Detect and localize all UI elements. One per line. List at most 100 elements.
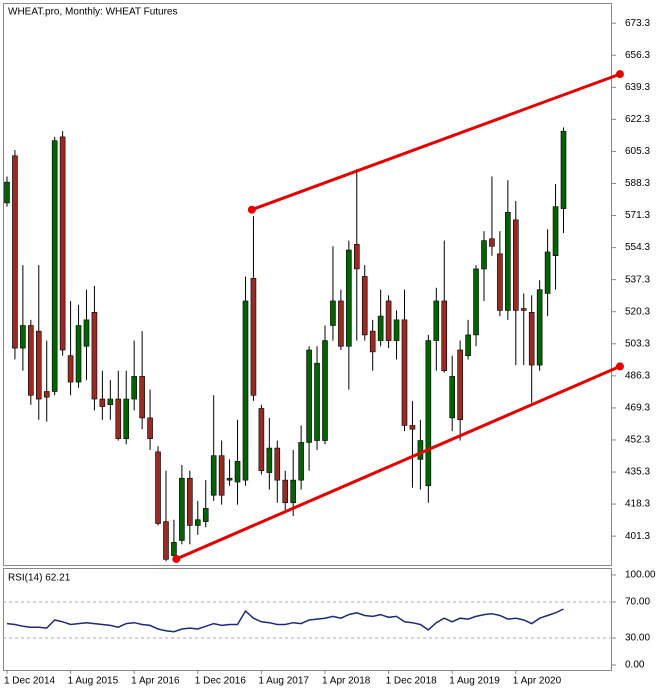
candle-body: [266, 447, 273, 473]
candle-body: [560, 130, 567, 209]
candle-body: [43, 391, 50, 398]
candle-body: [536, 289, 543, 366]
y-tick-label: 401.3: [625, 531, 650, 542]
x-tick-label: 1 Dec 2014: [4, 676, 56, 687]
candle-body: [505, 212, 511, 311]
y-tick-label: 0.00: [625, 660, 645, 671]
candle-body: [298, 442, 304, 481]
candle-body: [338, 300, 344, 347]
x-tick-label: 1 Apr 2018: [322, 676, 371, 687]
y-tick-label: 605.3: [625, 146, 650, 157]
candle-body: [194, 519, 201, 526]
x-tick-label: 1 Dec 2016: [195, 676, 247, 687]
candle-body: [322, 340, 328, 441]
candle-body: [234, 460, 241, 483]
candle-body: [306, 349, 312, 443]
candle-body: [330, 300, 336, 326]
rsi-line: [6, 608, 564, 633]
trendline-point: [247, 205, 256, 214]
y-tick-label: 537.3: [625, 274, 650, 285]
candle-body: [449, 376, 455, 419]
y-tick-label: 588.3: [625, 178, 650, 189]
candle-body: [520, 308, 527, 311]
candle-body: [115, 398, 122, 439]
y-tick-label: 486.3: [625, 370, 650, 381]
candle-body: [28, 325, 34, 396]
candle-body: [346, 249, 352, 347]
candle-body: [226, 477, 233, 481]
candle-body: [385, 300, 392, 341]
y-tick-label: 435.3: [625, 467, 650, 478]
candle-body: [513, 219, 519, 311]
trendline-point: [615, 70, 624, 79]
candle-body: [83, 319, 90, 347]
trendline-point: [615, 362, 624, 371]
y-tick-label: 639.3: [625, 82, 650, 93]
chart-title: WHEAT.pro, Monthly: WHEAT Futures: [8, 7, 177, 18]
candle-body: [250, 278, 257, 396]
y-tick-label: 571.3: [625, 210, 650, 221]
rsi-panel: [3, 568, 612, 671]
candle-body: [489, 238, 495, 247]
candle-body: [282, 479, 289, 504]
x-tick-label: 1 Dec 2018: [386, 676, 438, 687]
y-tick-label: 622.3: [625, 114, 650, 125]
candle-body: [123, 398, 130, 439]
y-tick-label: 30.00: [625, 633, 650, 644]
y-tick-label: 418.3: [625, 499, 650, 510]
trendline: [175, 365, 621, 561]
candle-body: [59, 136, 66, 351]
y-tick-label: 469.3: [625, 403, 650, 414]
candle-body: [171, 542, 177, 556]
trendline: [251, 72, 621, 212]
trendline-point: [172, 554, 181, 563]
candle-body: [361, 276, 368, 336]
candle-body: [377, 315, 384, 341]
x-tick-label: 1 Aug 2019: [449, 676, 500, 687]
y-tick-label: 656.3: [625, 50, 650, 61]
candle-body: [552, 206, 559, 257]
candle-body: [75, 325, 82, 383]
candle-body: [35, 330, 42, 400]
candle-body: [314, 362, 320, 441]
candle-body: [528, 311, 535, 366]
candle-body: [433, 300, 440, 341]
candle-body: [187, 477, 193, 526]
main-panel: [3, 3, 612, 566]
candle-body: [139, 376, 145, 419]
candle-body: [242, 300, 249, 481]
candle-body: [4, 181, 10, 204]
candle-body: [481, 240, 487, 270]
x-tick-label: 1 Aug 2017: [258, 676, 309, 687]
candle-body: [51, 140, 58, 392]
y-tick-label: 520.3: [625, 306, 650, 317]
candle-body: [12, 155, 18, 349]
candle-body: [473, 268, 479, 336]
candle-body: [425, 340, 432, 487]
candle-body: [290, 479, 296, 504]
candle-body: [20, 325, 26, 349]
candle-body: [369, 330, 376, 353]
candle-body: [179, 477, 185, 541]
candle-body: [210, 455, 217, 496]
y-tick-label: 554.3: [625, 242, 650, 253]
candle-body: [417, 440, 424, 460]
candle-body: [465, 334, 471, 356]
candle-body: [107, 398, 114, 405]
y-tick-label: 452.3: [625, 435, 650, 446]
candle-body: [441, 300, 448, 372]
y-tick-label: 70.00: [625, 597, 650, 608]
y-tick-label: 503.3: [625, 338, 650, 349]
candle-body: [131, 376, 137, 400]
candle-body: [393, 319, 400, 341]
candle-body: [67, 355, 74, 383]
candle-body: [457, 349, 463, 421]
candle-body: [401, 319, 408, 426]
candle-body: [544, 251, 551, 294]
candle-body: [258, 408, 265, 472]
candle-body: [202, 508, 209, 522]
candle-body: [91, 311, 98, 400]
candle-body: [218, 455, 225, 496]
candle-body: [99, 398, 106, 407]
